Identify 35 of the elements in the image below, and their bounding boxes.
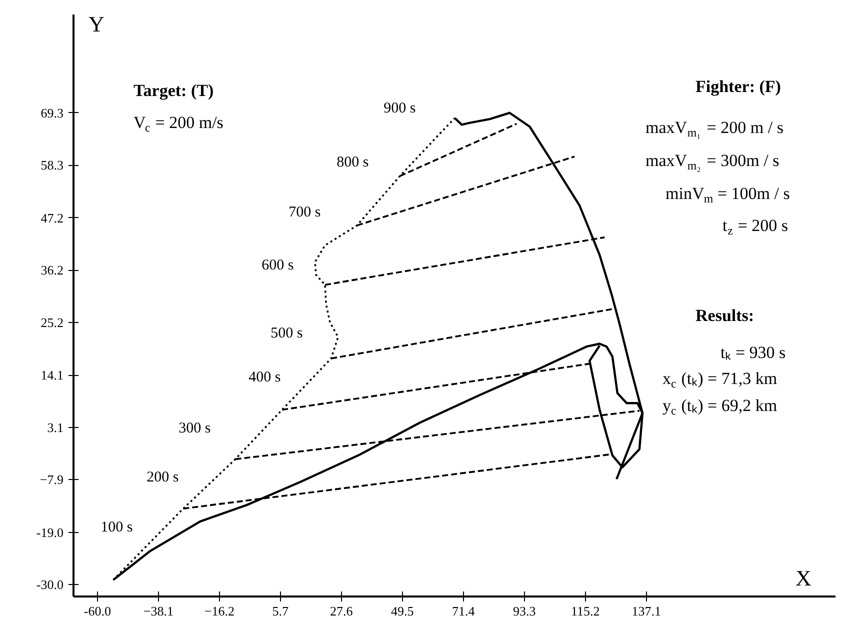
annotation: Fighter: (F) — [696, 77, 781, 96]
annotation: 300 s — [178, 420, 211, 436]
x-tick-label: 137.1 — [632, 604, 662, 618]
y-tick-label: 47.2 — [40, 210, 64, 226]
x-tick-label: 27.6 — [330, 604, 354, 618]
x-tick-label: 49.5 — [391, 604, 414, 618]
annotation: 400 s — [248, 370, 281, 386]
y-tick-label: −7.9 — [40, 472, 64, 488]
annotation: 500 s — [270, 326, 303, 342]
annotation: 800 s — [336, 154, 369, 170]
y-axis-title: Y — [88, 12, 104, 36]
annotation: Target: (T) — [134, 81, 214, 100]
y-tick-label: 58.3 — [40, 158, 64, 173]
x-axis-title: X — [796, 566, 812, 590]
annotation: tₖ = 930 s — [720, 343, 786, 362]
annotation: 900 s — [384, 100, 416, 116]
x-tick-label: 93.3 — [513, 604, 536, 618]
annotation: 200 s — [146, 470, 179, 486]
x-tick-label: −16.2 — [204, 604, 234, 618]
y-tick-label: 3.1 — [47, 420, 64, 435]
y-tick-label: 14.1 — [40, 368, 64, 383]
y-tick-label: 36.2 — [40, 262, 64, 278]
y-tick-label: 69.3 — [40, 105, 64, 120]
x-tick-label: 5.7 — [272, 604, 290, 618]
x-tick-label: 71.4 — [452, 604, 476, 618]
y-tick-label: -30.0 — [36, 577, 64, 592]
annotation: 600 s — [262, 258, 294, 274]
y-tick-label: -19.0 — [36, 524, 64, 540]
annotation: 700 s — [288, 204, 321, 220]
annotation: 100 s — [100, 520, 133, 536]
y-tick-label: 25.2 — [40, 314, 64, 330]
x-tick-label: −38.1 — [143, 604, 174, 618]
x-tick-label: 115.2 — [571, 604, 600, 618]
x-tick-label: -60.0 — [84, 604, 112, 618]
annotation: Results: — [696, 306, 754, 325]
